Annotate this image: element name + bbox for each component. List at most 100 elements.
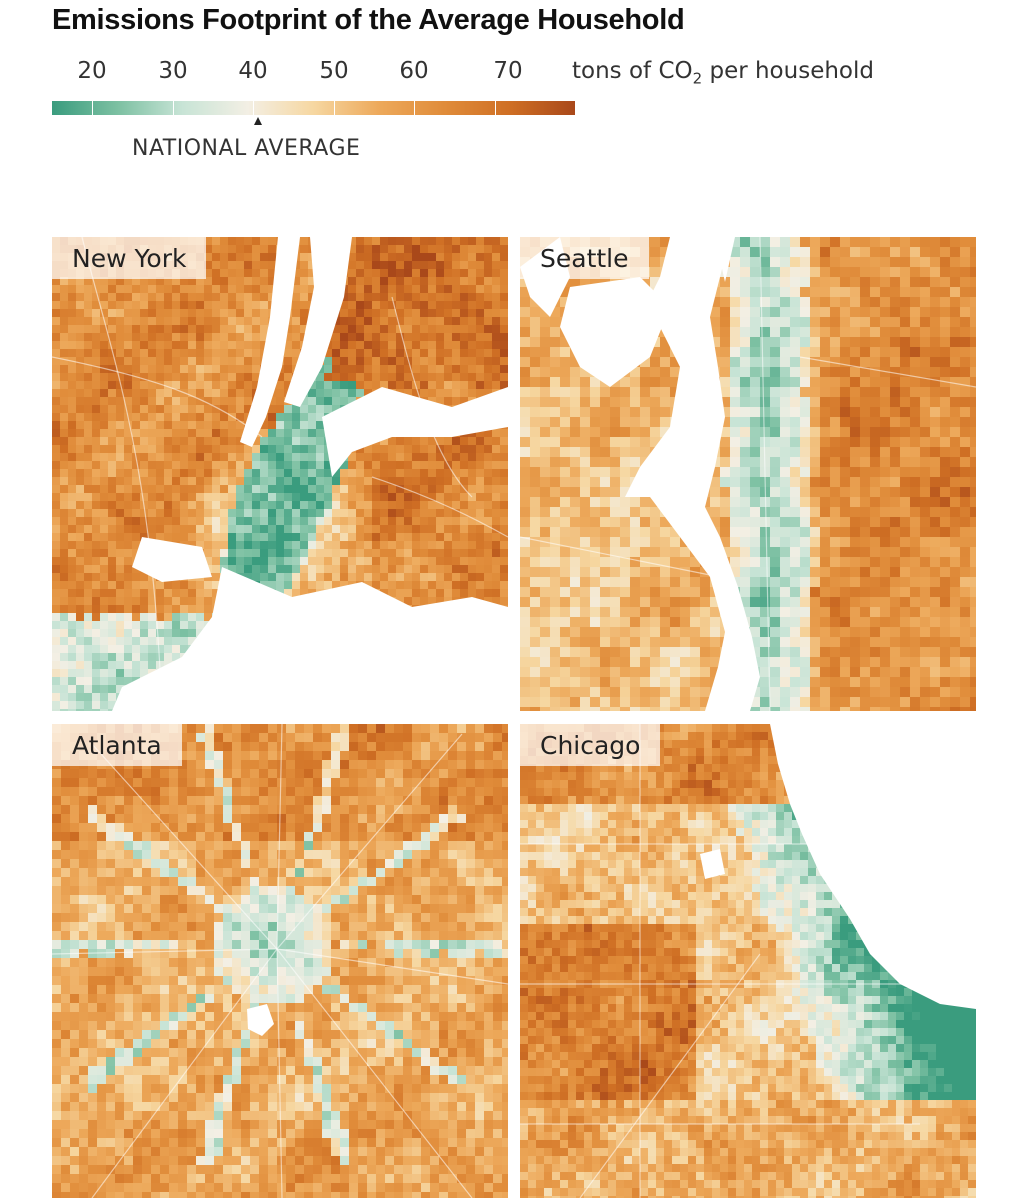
tract [820,247,834,257]
tract [84,701,92,709]
tract [420,509,434,519]
tract [610,517,624,527]
tract [236,237,248,246]
tract [204,437,214,449]
tract [436,349,444,361]
tract [220,525,228,533]
tract [830,557,840,569]
tract [452,381,460,393]
tract [60,317,70,328]
tract [444,549,459,557]
tract [348,557,362,566]
tract [268,253,277,263]
tract [220,269,232,278]
tract [52,365,62,374]
tract [770,267,781,282]
tract [560,537,574,547]
tract [412,493,420,504]
tract [600,557,613,570]
tract [404,501,416,509]
tract [500,237,508,247]
tract [116,477,124,487]
tract [388,453,401,462]
tract [260,469,270,477]
tract [380,357,390,369]
tract [760,457,778,467]
tract [452,525,461,533]
tract [910,277,922,288]
tract [492,533,505,543]
tract [484,485,492,493]
tract [116,389,124,397]
tract [460,445,470,457]
color-scale-bar [52,101,575,115]
tract [750,277,763,290]
tract [476,293,487,305]
tract [550,377,569,388]
tract [220,293,235,304]
tract [590,567,609,577]
tract [84,605,94,613]
tract [810,407,821,422]
tract [228,533,238,545]
tract [260,509,271,522]
tract [436,277,448,285]
tract [84,413,93,421]
tract [600,457,610,467]
tract [212,541,220,554]
tract [850,357,866,367]
tract [284,317,299,325]
tract [100,525,110,538]
tract [880,237,891,248]
tract [276,517,288,526]
tract [468,517,476,525]
tract [970,287,976,304]
tract [92,389,105,397]
tract [640,427,650,438]
tract [830,537,840,551]
tract [428,253,443,264]
tract [970,277,976,289]
tract [268,277,278,289]
tract [108,397,116,405]
tract [428,485,443,494]
tract [292,533,300,546]
water [240,237,300,447]
tract [204,325,219,335]
tract [570,477,581,491]
tract [404,285,418,295]
tract [276,549,291,560]
tract [204,589,213,600]
tract [960,317,970,331]
tract [960,527,973,540]
tract [412,573,420,586]
tract [396,357,407,365]
tract [388,333,402,343]
tract [860,507,871,517]
tract [164,501,172,513]
tract [76,317,88,328]
tract [580,277,598,288]
tract [460,397,474,405]
tract [212,445,227,454]
tract [810,457,823,468]
tract [404,341,418,350]
tract [750,407,761,420]
tract [284,541,298,552]
tract [132,437,141,446]
tract [140,405,153,415]
tract [220,413,229,425]
tract [492,437,504,447]
tract [92,709,105,711]
tract [148,349,156,361]
tract [770,397,787,408]
tract [164,437,174,445]
tract [164,373,176,384]
legend-tick-label: 70 [493,58,523,84]
tract [570,357,580,370]
tract [76,581,89,589]
tract [436,365,450,373]
tract [484,365,496,376]
tract [260,485,270,496]
tract [292,405,303,415]
